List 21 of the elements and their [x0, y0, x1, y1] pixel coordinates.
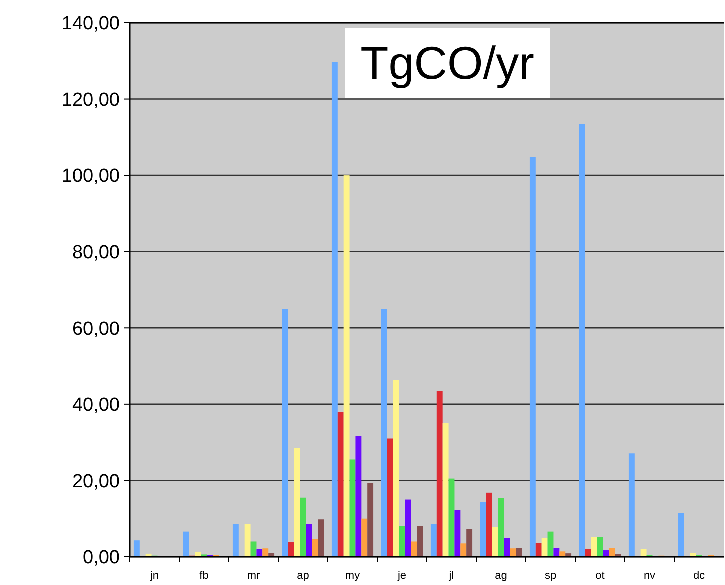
- y-tick-label: 60,00: [72, 318, 120, 340]
- x-tick-label: sp: [544, 570, 557, 582]
- y-tick-label: 20,00: [72, 471, 120, 492]
- chart-title: TgCO/yr: [360, 37, 534, 90]
- x-tick-label: ag: [495, 570, 508, 582]
- y-tick-label: 120,00: [62, 90, 120, 111]
- x-tick-label: je: [396, 570, 407, 582]
- x-tick-label: mr: [247, 570, 260, 582]
- y-tick-label: 0,00: [83, 548, 120, 569]
- y-tick-label: 80,00: [72, 242, 120, 264]
- x-tick-label: jl: [448, 570, 454, 582]
- x-tick-label: my: [345, 570, 361, 582]
- x-tick-label: fb: [200, 570, 209, 582]
- x-tick-label: nv: [644, 570, 656, 582]
- x-tick-label: ot: [596, 570, 605, 582]
- x-tick-label: ap: [297, 570, 310, 582]
- y-tick-label: 140,00: [62, 14, 120, 35]
- y-tick-label: 40,00: [72, 395, 120, 416]
- x-tick-label: dc: [693, 570, 706, 582]
- y-tick-label: 100,00: [62, 166, 120, 188]
- x-tick-label: jn: [149, 570, 160, 582]
